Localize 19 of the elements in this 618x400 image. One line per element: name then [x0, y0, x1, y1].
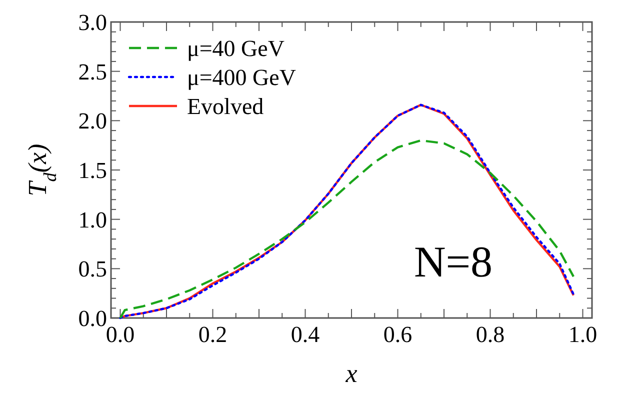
x-tick-label: 0.4 — [290, 322, 320, 347]
y-tick-label: 0.0 — [78, 306, 107, 331]
x-tick-label: 0.8 — [476, 322, 505, 347]
x-tick-label: 1.0 — [568, 322, 598, 347]
y-tick-label: 1.0 — [78, 207, 107, 232]
y-tick-label: 2.5 — [78, 59, 107, 84]
legend-label: μ=400 GeV — [187, 65, 296, 90]
y-tick-label: 3.0 — [78, 10, 107, 35]
legend-label: Evolved — [187, 94, 264, 119]
line-series — [119, 139, 575, 320]
legend-label: μ=40 GeV — [187, 36, 285, 61]
y-tick-label: 2.0 — [78, 108, 107, 134]
x-tick-label: 0.2 — [198, 322, 228, 347]
x-axis-title: x — [344, 359, 358, 388]
annotation: N=8 — [414, 238, 493, 287]
x-tick-label: 0.6 — [383, 322, 412, 347]
x-tick-label: 0.0 — [106, 322, 135, 347]
y-tick-label: 1.5 — [78, 158, 107, 183]
y-tick-label: 0.5 — [78, 256, 107, 282]
